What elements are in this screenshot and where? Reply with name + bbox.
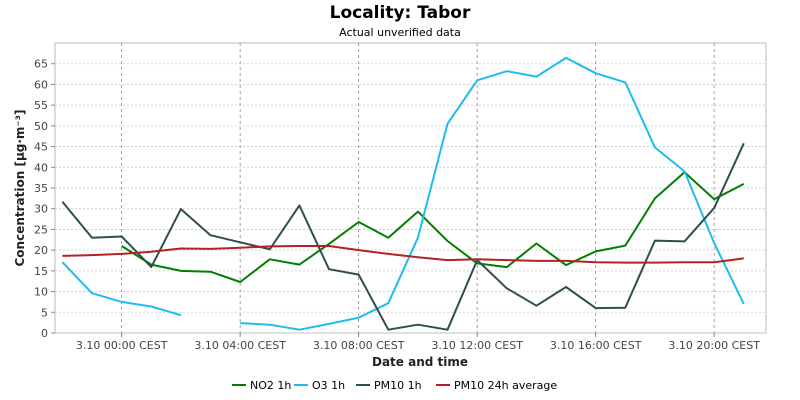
y-tick-label: 65 [34,58,48,71]
series-line [240,56,745,331]
series-pm10-1h [61,142,745,331]
x-tick-label: 3.10 00:00 CEST [76,339,168,352]
x-tick-label: 3.10 20:00 CEST [668,339,760,352]
legend-label: O3 1h [312,379,345,392]
y-tick-label: 0 [41,327,48,340]
series-line [62,245,744,264]
series-no2-1h [121,171,745,283]
legend: NO2 1h O3 1h PM10 1h PM10 24h average [232,379,557,392]
y-tick-label: 40 [34,161,48,174]
series-line [61,142,745,331]
y-tick-label: 5 [41,306,48,319]
y-tick-label: 10 [34,286,48,299]
y-axis-label: Concentration [µg·m⁻³] [13,110,27,267]
series-pm10-24h-average [62,245,744,264]
legend-label: NO2 1h [250,379,291,392]
chart-subtitle: Actual unverified data [339,26,461,39]
legend-item: NO2 1h [232,379,291,392]
y-tick-label: 25 [34,223,48,236]
x-tick-label: 3.10 12:00 CEST [431,339,523,352]
x-tick-label: 3.10 16:00 CEST [550,339,642,352]
series-line [61,261,182,317]
legend-label: PM10 24h average [454,379,557,392]
legend-item: O3 1h [294,379,345,392]
y-tick-label: 35 [34,182,48,195]
y-tick-label: 60 [34,78,48,91]
x-tick-label: 3.10 08:00 CEST [313,339,405,352]
series-o3-1h [61,56,745,331]
y-tick-label: 45 [34,141,48,154]
legend-item: PM10 1h [356,379,422,392]
y-tick-label: 15 [34,265,48,278]
chart-title: Locality: Tabor [330,3,471,23]
legend-label: PM10 1h [374,379,422,392]
x-tick-label: 3.10 04:00 CEST [194,339,286,352]
series-lines [61,56,745,331]
y-tick-label: 50 [34,120,48,133]
y-tick-label: 20 [34,244,48,257]
x-axis-label: Date and time [372,355,468,369]
y-tick-label: 30 [34,203,48,216]
grid [54,42,767,334]
series-line [121,171,745,283]
axes: 0 5 10 15 20 25 30 35 40 45 50 55 60 65 3.10 00:00 CES… [34,58,760,352]
y-tick-label: 55 [34,99,48,112]
legend-item: PM10 24h average [436,379,557,392]
